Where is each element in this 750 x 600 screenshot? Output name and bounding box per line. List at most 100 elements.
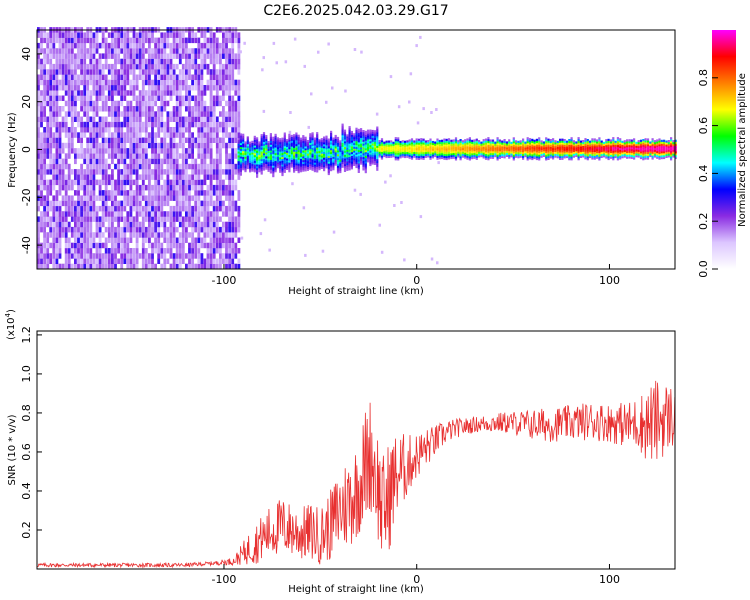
heatmap-cell [484,146,488,149]
heatmap-cell [253,135,256,138]
heatmap-cell [120,63,124,70]
heatmap-cell [362,143,365,146]
heatmap-cell [138,158,142,165]
heatmap-cell [309,167,312,170]
heatmap-cell [586,140,589,144]
heatmap-cell [457,147,460,150]
heatmap-cell [80,153,83,159]
heatmap-cell [524,155,527,158]
heatmap-cell [114,184,117,191]
heatmap-cell [577,148,580,151]
heatmap-cell [209,137,213,143]
heatmap-cell [487,148,490,151]
heatmap-cell [413,153,416,156]
heatmap-cell [362,139,365,142]
heatmap-cell [231,232,235,238]
heatmap-cell [52,184,56,191]
heatmap-cell [265,150,268,153]
heatmap-cell [46,53,50,59]
heatmap-cell [404,148,407,151]
heatmap-cell [249,143,252,146]
heatmap-cell [86,158,90,165]
heatmap-cell [61,200,65,207]
heatmap-cell [148,48,151,54]
heatmap-cell [394,152,397,155]
heatmap-cell [231,237,235,243]
heatmap-cell [466,146,469,149]
heatmap-cell [89,79,93,86]
heatmap-cell [378,223,381,227]
heatmap-cell [83,253,87,259]
heatmap-cell [191,226,194,233]
heatmap-cell [151,106,154,112]
heatmap-cell [438,141,441,144]
heatmap-cell [269,169,272,172]
heatmap-cell [339,155,342,158]
heatmap-cell [132,32,136,38]
heatmap-cell [194,253,198,259]
heatmap-cell [92,69,96,75]
heatmap-cell [441,151,444,154]
heatmap-cell [614,155,617,159]
heatmap-cell [49,242,53,249]
heatmap-cell [185,95,188,101]
heatmap-cell [357,132,360,135]
heatmap-cell [200,137,204,143]
heatmap-cell [545,158,548,161]
heatmap-cell [225,79,228,86]
heatmap-cell [332,154,335,157]
heatmap-cell [239,137,242,140]
heatmap-cell [215,121,219,128]
heatmap-cell [355,146,358,149]
heatmap-cell [64,253,68,259]
heatmap-cell [67,179,71,186]
heatmap-cell [197,253,201,259]
heatmap-cell [129,142,133,149]
heatmap-cell [197,263,201,270]
heatmap-cell [417,146,421,149]
heatmap-cell [228,95,231,101]
heatmap-cell [197,258,201,264]
heatmap-cell [376,147,379,150]
heatmap-cell [55,137,59,143]
heatmap-cell [291,182,294,186]
heatmap-cell [559,154,562,157]
heatmap-cell [242,154,245,157]
heatmap-cell [212,248,216,254]
heatmap-cell [61,174,65,180]
heatmap-cell [260,147,263,150]
heatmap-cell [135,111,139,117]
heatmap-cell [288,152,291,156]
heatmap-cell [362,158,365,161]
heatmap-cell [74,63,77,70]
heatmap-cell [311,138,314,141]
heatmap-cell [297,155,300,158]
heatmap-cell [49,148,53,154]
heatmap-cell [37,205,40,212]
heatmap-cell [302,142,305,145]
heatmap-cell [111,95,114,101]
heatmap-cell [86,74,90,80]
heatmap-cell [540,153,543,156]
heatmap-cell [556,152,559,155]
heatmap-cell [138,74,142,80]
heatmap-cell [253,158,256,161]
heatmap-cell [281,145,284,148]
heatmap-cell [52,100,56,107]
heatmap-cell [114,100,117,107]
heatmap-cell [355,154,358,157]
heatmap-cell [262,164,266,167]
heatmap-cell [135,79,139,86]
heatmap-cell [43,63,46,70]
heatmap-cell [169,53,173,59]
heatmap-cell [510,143,513,146]
heatmap-cell [538,144,541,148]
heatmap-cell [228,153,231,159]
heatmap-cell [55,211,59,217]
heatmap-cell [138,184,142,191]
heatmap-cell [228,137,231,143]
heatmap-cell [123,169,127,175]
heatmap-cell [138,116,142,122]
heatmap-cell [151,95,154,101]
heatmap-cell [524,151,527,154]
